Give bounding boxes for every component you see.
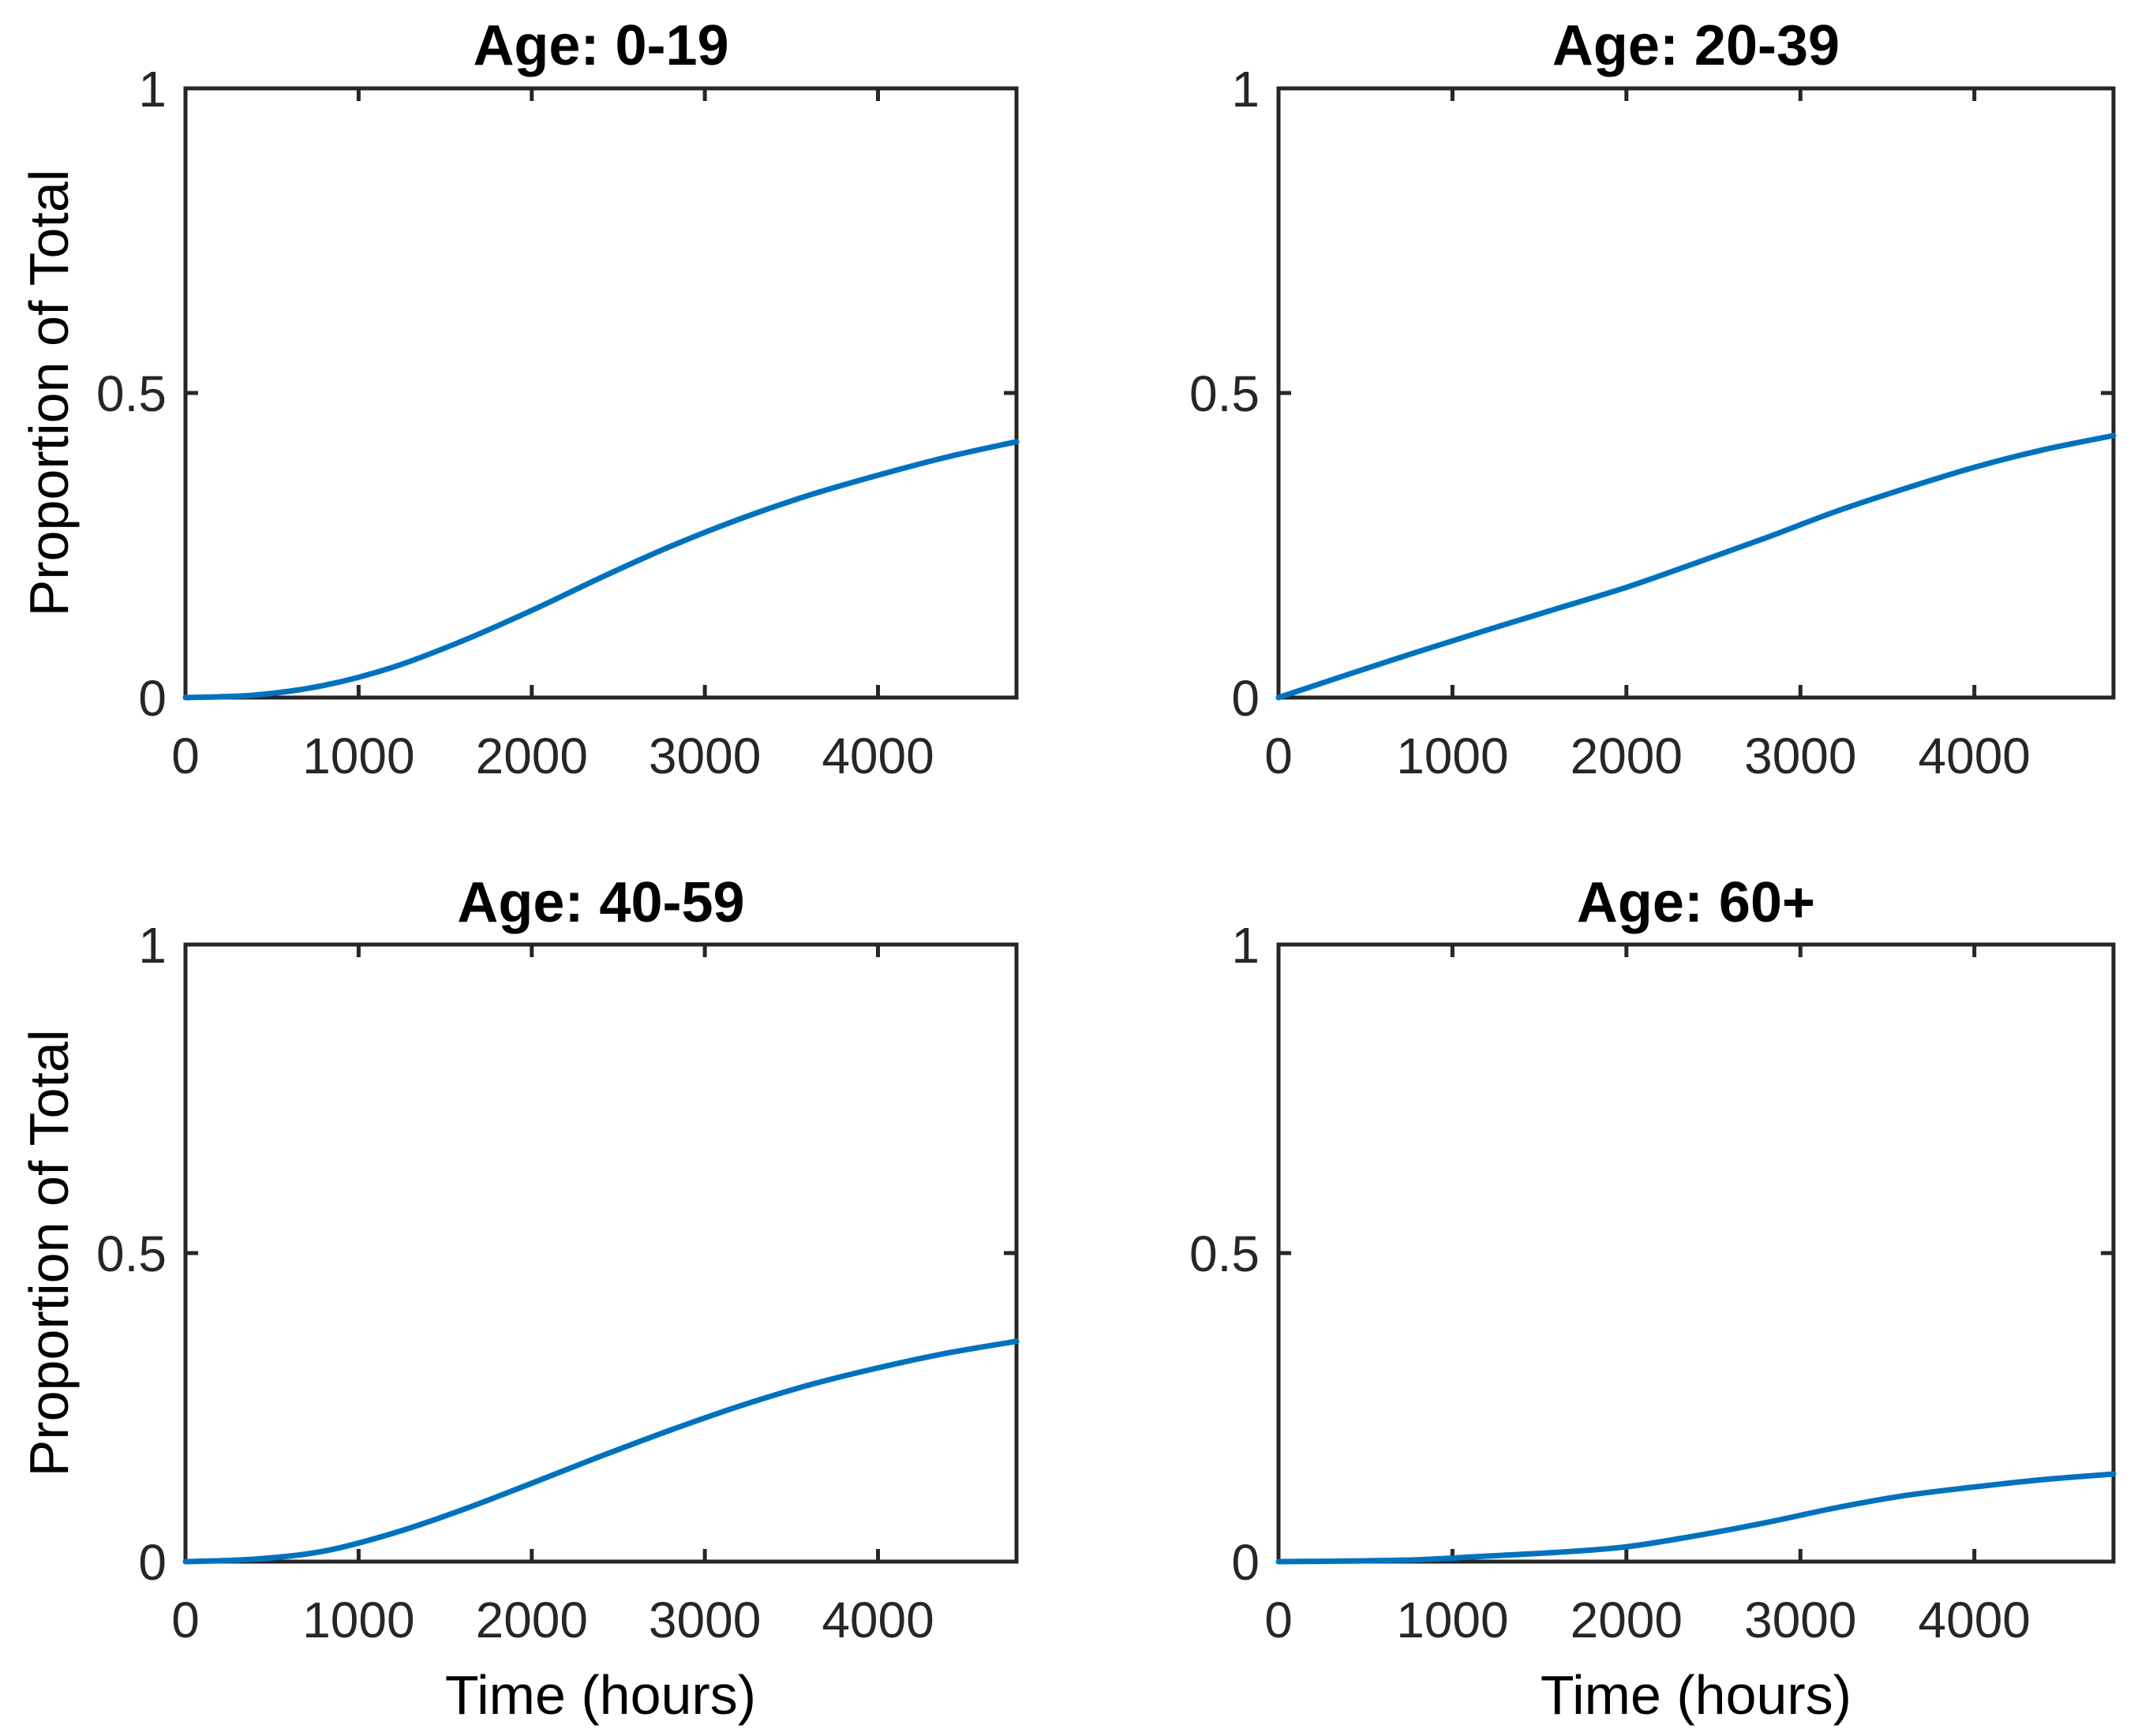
x-tick-label: 3000 [649,728,761,784]
plot-box [1276,942,2116,1564]
x-tick-label: 3000 [649,1592,761,1648]
x-tick-label: 2000 [476,1592,588,1648]
y-tick-label: 0 [138,1534,167,1591]
plot-box [183,942,1019,1564]
y-axis-label-bottom: Proportion of Total [18,1029,80,1477]
subplot-title-age-60plus: Age: 60+ [1576,871,1816,934]
x-tick-label: 1000 [1396,728,1508,784]
y-tick-label: 1 [138,61,167,118]
y-tick-label: 0.5 [96,365,167,422]
y-tick-label: 1 [1231,917,1260,974]
x-tick-label: 3000 [1744,728,1856,784]
y-tick-label: 1 [1231,61,1260,118]
y-tick-label: 0.5 [1189,1225,1260,1282]
x-tick-label: 2000 [1571,1592,1683,1648]
x-tick-label: 4000 [1919,1592,2031,1648]
subplot-title-age-0-19: Age: 0-19 [473,14,729,77]
x-tick-label: 3000 [1744,1592,1856,1648]
x-tick-label: 2000 [1571,728,1683,784]
y-tick-label: 0 [138,670,167,727]
y-tick-label: 1 [138,917,167,974]
data-curve [1275,432,2117,701]
x-tick-label: 1000 [1396,1592,1508,1648]
x-axis-label-right: Time (hours) [1540,1664,1852,1726]
y-tick-label: 0 [1231,670,1260,727]
x-tick-label: 0 [171,1592,200,1648]
data-curve [1275,1471,2117,1565]
x-tick-label: 4000 [822,1592,934,1648]
subplot-title-age-20-39: Age: 20-39 [1552,14,1840,77]
plot-box [1276,86,2116,700]
x-tick-label: 4000 [822,728,934,784]
x-tick-label: 4000 [1919,728,2031,784]
plot-box [183,86,1019,700]
x-tick-label: 1000 [302,728,414,784]
data-curve [182,439,1020,701]
x-axis-label-left: Time (hours) [444,1664,757,1726]
y-axis-label-top: Proportion of Total [18,169,80,617]
x-tick-label: 0 [1264,1592,1293,1648]
y-tick-label: 0 [1231,1534,1260,1591]
x-tick-label: 1000 [302,1592,414,1648]
y-tick-label: 0.5 [96,1225,167,1282]
x-tick-label: 2000 [476,728,588,784]
data-curve [182,1338,1020,1565]
x-tick-label: 0 [171,728,200,784]
subplot-title-age-40-59: Age: 40-59 [457,871,745,934]
y-tick-label: 0.5 [1189,365,1260,422]
x-tick-label: 0 [1264,728,1293,784]
